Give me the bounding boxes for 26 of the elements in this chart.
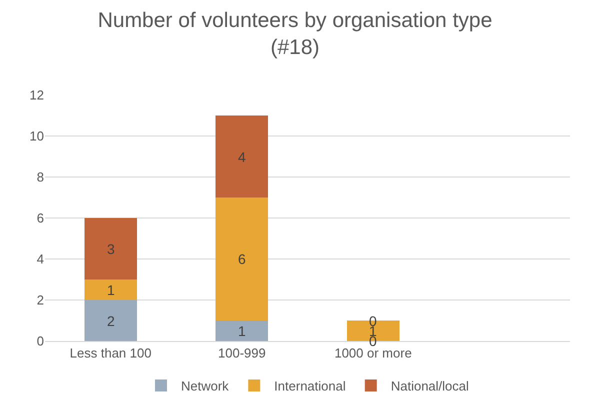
y-tick-label: 2: [36, 292, 44, 308]
y-tick-label: 12: [30, 88, 44, 103]
y-tick-label: 4: [36, 252, 44, 267]
y-tick-label: 6: [36, 210, 44, 226]
legend-label: Network: [181, 378, 230, 394]
bar: [216, 198, 268, 320]
legend-label: National/local: [390, 378, 469, 394]
bar: [216, 116, 268, 198]
bar: [84, 218, 137, 280]
data-label: 3: [107, 241, 115, 257]
legend-label: International: [274, 378, 346, 394]
chart-title: Number of volunteers by organisation type (#18): [98, 8, 492, 60]
y-tick-label: 0: [36, 334, 44, 349]
data-label: 2: [107, 313, 115, 329]
bar: [84, 280, 137, 300]
x-tick-label: 1000 or more: [334, 346, 412, 361]
data-label: 1: [107, 282, 115, 298]
bar: [216, 320, 268, 341]
data-label: 6: [238, 251, 246, 267]
x-tick-label: 100-999: [218, 346, 266, 361]
bar: [84, 300, 137, 341]
x-tick-label: Less than 100: [70, 346, 152, 361]
y-tick-label: 10: [30, 128, 44, 144]
data-label: 4: [238, 149, 246, 165]
data-label: 1: [238, 323, 246, 339]
y-tick-label: 8: [36, 170, 44, 185]
